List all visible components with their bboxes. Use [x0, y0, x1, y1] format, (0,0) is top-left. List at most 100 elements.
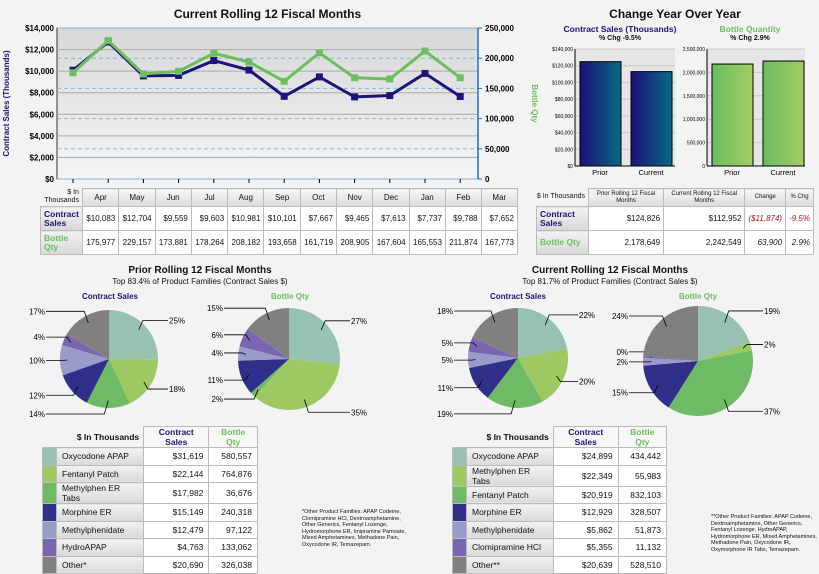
table-cell: $10,101	[264, 207, 300, 231]
contract-sales-point	[210, 57, 217, 64]
cs-tick-label: $120,000	[552, 64, 573, 70]
current-subtitle: Top 81.7% of Product Families (Contract …	[490, 277, 730, 286]
table-cell: $9,465	[337, 207, 373, 231]
bottle-qty-cell: 528,510	[618, 556, 666, 574]
y-tick-label: $8,000	[30, 89, 55, 98]
pct-cell: 2.9%	[786, 231, 814, 255]
yoy-bar-charts: $0$20,000$40,000$60,000$80,000$100,000$1…	[530, 45, 819, 180]
cs-bar-subtitle: % Chg -9.5%	[560, 35, 680, 42]
color-swatch	[453, 556, 467, 574]
prior-other-note: *Other Product Families: APAP Codeine, C…	[302, 509, 410, 548]
prior-cs-slice-label: 14%	[29, 410, 45, 419]
bottle-qty-cell: 764,876	[209, 465, 258, 483]
table-cell: 175,977	[82, 231, 118, 255]
bq-tick-label: 2,000,000	[683, 70, 705, 76]
current-bq-slice-label: 19%	[764, 307, 780, 316]
y2-tick-label: 250,000	[485, 24, 514, 33]
contract-sales-cell: $4,763	[144, 539, 209, 557]
color-swatch	[453, 486, 467, 504]
prior-bq-slice-label: 15%	[207, 304, 223, 313]
table-cell: $12,704	[119, 207, 155, 231]
contract-sales-cell: $20,919	[553, 486, 618, 504]
bottle-qty-point	[246, 59, 253, 66]
header-label: $ In Thousands	[41, 189, 83, 207]
bottle-qty-point	[457, 74, 464, 81]
prior-cs-slice-label: 17%	[29, 307, 45, 316]
y-tick-label: $14,000	[25, 24, 54, 33]
current-other-note: **Other Product Families: APAP Codeine, …	[711, 514, 819, 553]
current-cs-leader-line	[454, 360, 476, 361]
table-cell: $10,083	[82, 207, 118, 231]
cs-bar	[631, 72, 672, 166]
month-header: Aug	[228, 189, 264, 207]
month-header: Jul	[191, 189, 227, 207]
column-header-contract-sales: Contract Sales	[144, 427, 209, 448]
current-bq-slice-label: 37%	[764, 407, 780, 416]
prior-cs-slice-label: 4%	[33, 333, 45, 342]
current-cs-slice-label: 11%	[438, 384, 453, 393]
product-name: Methylphen ER Tabs	[467, 465, 554, 486]
current-cs-slice-label: 18%	[437, 307, 453, 316]
product-name: Methylphenidate	[57, 521, 144, 539]
column-header: $ In Thousands	[537, 189, 589, 207]
pct-cell: -9.5%	[786, 207, 814, 231]
color-swatch	[43, 465, 57, 483]
bq-category-label: Prior	[724, 168, 740, 177]
row-label: Contract Sales	[41, 207, 83, 231]
bottle-qty-cell: 51,873	[618, 521, 666, 539]
bottle-qty-cell: 36,676	[209, 483, 258, 504]
change-cell: 63,900	[745, 231, 786, 255]
prior-subtitle: Top 83.4% of Product Families (Contract …	[80, 277, 320, 286]
column-header: Current Rolling 12 Fiscal Months	[664, 189, 745, 207]
prior-bq-slice-label: 35%	[351, 408, 367, 417]
bottle-qty-point	[422, 48, 429, 55]
month-header: Mar	[481, 189, 517, 207]
prior-cs-slice	[109, 310, 158, 360]
contract-sales-point	[457, 93, 464, 100]
month-header: Jun	[155, 189, 191, 207]
color-swatch	[43, 539, 57, 557]
y-tick-label: $0	[45, 175, 54, 184]
y2-tick-label: 100,000	[485, 115, 514, 124]
bq-bar-subtitle: % Chg 2.9%	[690, 35, 810, 42]
prior-pies: 25%18%14%12%10%4%17%27%35%2%11%4%6%15%	[0, 300, 410, 420]
y2-tick-label: 50,000	[485, 145, 510, 154]
table-cell: $9,603	[191, 207, 227, 231]
month-header: May	[119, 189, 155, 207]
product-name: Clomipramine HCl	[467, 539, 554, 557]
row-label: Bottle Qty	[537, 231, 589, 255]
product-name: HydroAPAP	[57, 539, 144, 557]
bq-tick-label: 1,500,000	[683, 94, 705, 100]
table-row: Contract Sales$124,826$112,952($11,874)-…	[537, 207, 814, 231]
contract-sales-cell: $20,639	[553, 556, 618, 574]
contract-sales-cell: $12,929	[553, 504, 618, 522]
table-cell: $9,559	[155, 207, 191, 231]
y-tick-label: $4,000	[30, 132, 55, 141]
table-cell: 167,604	[373, 231, 409, 255]
prior-bq-slice-label: 11%	[208, 376, 223, 385]
y-tick-label: $10,000	[25, 67, 54, 76]
bottle-qty-point	[386, 76, 393, 83]
contract-sales-cell: $31,619	[144, 448, 209, 466]
bq-tick-label: 500,000	[687, 141, 705, 147]
table-cell: $7,667	[300, 207, 336, 231]
bottle-qty-cell: 133,062	[209, 539, 258, 557]
current-cs-slice-label: 22%	[579, 311, 595, 320]
bottle-qty-point	[281, 78, 288, 85]
cs-tick-label: $60,000	[555, 114, 573, 120]
color-swatch	[453, 539, 467, 557]
current-cs-slice-label: 20%	[579, 378, 595, 387]
y2-tick-label: 200,000	[485, 54, 514, 63]
current-bq-slice	[643, 306, 698, 361]
bottle-qty-point	[140, 70, 147, 77]
bq-tick-label: 1,000,000	[683, 117, 705, 123]
bq-tick-label: 2,500,000	[683, 47, 705, 53]
